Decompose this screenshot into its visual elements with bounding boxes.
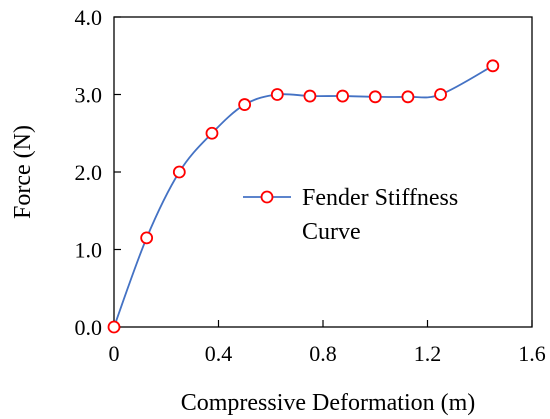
- data-point-marker: [303, 89, 317, 103]
- data-point-marker: [434, 88, 447, 101]
- y-tick-label: 1.0: [75, 238, 103, 263]
- data-point-marker: [107, 320, 121, 334]
- data-point-marker: [270, 88, 284, 101]
- x-tick-label: 0: [109, 341, 120, 366]
- data-point-marker: [368, 90, 382, 104]
- y-tick-label: 3.0: [75, 83, 103, 108]
- x-axis-ticks: 0 0.4 0.8 1.2 1.6: [109, 320, 546, 366]
- y-axis-title: Force (N): [10, 125, 36, 219]
- data-point-marker: [172, 165, 186, 179]
- y-tick-label: 0.0: [75, 315, 103, 340]
- x-tick-label: 1.2: [414, 341, 442, 366]
- x-tick-label: 0.8: [309, 341, 337, 366]
- legend: Fender Stiffness Curve: [243, 185, 458, 245]
- x-axis-title: Compressive Deformation (m): [181, 390, 476, 416]
- data-point-marker: [238, 98, 252, 111]
- series-layer: [107, 59, 500, 334]
- legend-marker-swatch: [260, 190, 274, 204]
- y-tick-label: 4.0: [75, 5, 103, 30]
- legend-entry-label: Fender Stiffness: [302, 185, 458, 211]
- y-tick-label: 2.0: [75, 160, 103, 185]
- data-point-marker: [336, 89, 349, 103]
- legend-entry-label-continued: Curve: [302, 219, 361, 245]
- data-point-marker: [486, 59, 500, 73]
- data-point-marker: [401, 90, 415, 104]
- y-axis-ticks: 0.0 1.0 2.0 3.0 4.0: [75, 5, 121, 340]
- x-tick-label: 0.4: [205, 341, 233, 366]
- data-point-marker: [205, 126, 219, 140]
- data-point-marker: [140, 231, 154, 245]
- x-tick-label: 1.6: [518, 341, 546, 366]
